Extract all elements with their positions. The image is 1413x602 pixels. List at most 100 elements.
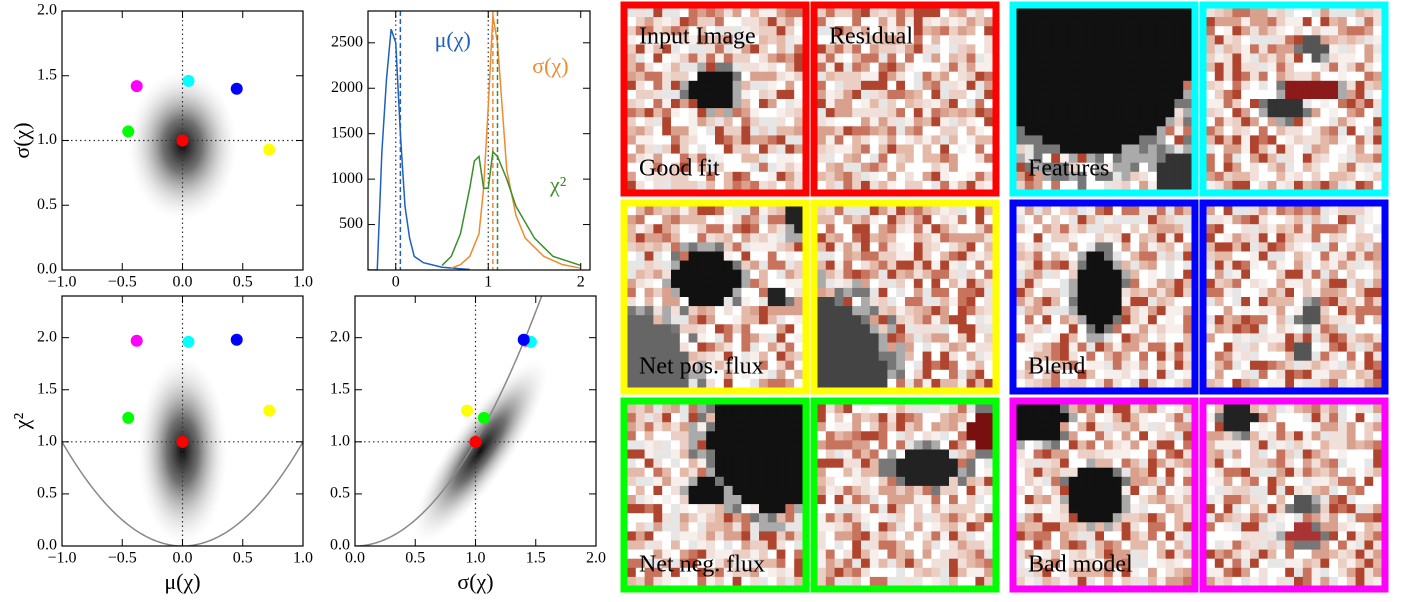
pixel — [1025, 577, 1034, 587]
pixel — [1276, 315, 1285, 325]
pixel — [1060, 404, 1069, 414]
pixel — [689, 206, 698, 216]
pixel — [1206, 126, 1215, 136]
pixel — [975, 26, 984, 36]
pixel — [689, 468, 698, 478]
pixel — [724, 224, 733, 234]
pixel — [923, 252, 932, 262]
pixel — [645, 422, 654, 432]
pixel — [1224, 288, 1233, 298]
pixel — [914, 333, 923, 343]
pixel — [870, 477, 879, 487]
pixel — [861, 108, 870, 118]
pixel — [949, 559, 958, 569]
pixel — [1130, 181, 1139, 191]
pixel — [887, 541, 896, 551]
pixel — [817, 315, 826, 325]
pixel — [1060, 315, 1069, 325]
pixel — [680, 90, 689, 100]
pixel — [940, 288, 949, 298]
pixel — [949, 215, 958, 225]
pixel — [733, 206, 742, 216]
pixel — [1122, 450, 1131, 460]
pixel — [1122, 154, 1131, 164]
pixel — [887, 468, 896, 478]
pixel — [1166, 145, 1175, 155]
pixel — [896, 54, 905, 64]
pixel — [1148, 154, 1157, 164]
pixel — [1025, 63, 1034, 73]
pixel — [627, 81, 636, 91]
pixel — [777, 477, 786, 487]
pixel — [671, 108, 680, 118]
pixel — [967, 343, 976, 353]
pixel — [1320, 306, 1329, 316]
pixel — [826, 324, 835, 334]
pixel — [1320, 206, 1329, 216]
pixel — [1259, 270, 1268, 280]
pixel — [1148, 379, 1157, 389]
pixel — [1347, 270, 1356, 280]
pixel — [1224, 163, 1233, 173]
pixel — [940, 44, 949, 54]
pixel — [697, 117, 706, 127]
pixel — [1224, 440, 1233, 450]
pixel — [826, 450, 835, 460]
pixel — [1206, 135, 1215, 145]
pixel — [1320, 513, 1329, 523]
pixel — [949, 261, 958, 271]
pixel — [949, 17, 958, 27]
pixel — [1095, 513, 1104, 523]
pixel — [1259, 206, 1268, 216]
pixel — [653, 522, 662, 532]
pixel — [1312, 486, 1321, 496]
pixel — [777, 206, 786, 216]
pixel — [879, 559, 888, 569]
pixel — [662, 270, 671, 280]
pixel — [724, 261, 733, 271]
pixel — [958, 459, 967, 469]
pixel — [835, 297, 844, 307]
pixel — [975, 206, 984, 216]
pixel — [1166, 270, 1175, 280]
pixel — [697, 379, 706, 389]
pixel — [1312, 559, 1321, 569]
pixel — [826, 486, 835, 496]
pixel — [1364, 54, 1373, 64]
pixel — [627, 135, 636, 145]
pixel — [870, 577, 879, 587]
pixel — [1276, 352, 1285, 362]
pixel — [826, 224, 835, 234]
pixel — [1224, 577, 1233, 587]
pixel — [715, 333, 724, 343]
pixel — [750, 215, 759, 225]
pixel — [923, 422, 932, 432]
pixel — [852, 270, 861, 280]
pixel — [777, 541, 786, 551]
pixel — [1051, 242, 1060, 252]
pixel — [1373, 550, 1382, 560]
pixel — [967, 495, 976, 505]
pixel — [724, 495, 733, 505]
pixel — [706, 486, 715, 496]
pixel — [1139, 440, 1148, 450]
pixel — [1016, 495, 1025, 505]
pixel — [1034, 343, 1043, 353]
pixel — [1078, 90, 1087, 100]
pixel — [1016, 54, 1025, 64]
pixel — [1034, 135, 1043, 145]
pixel — [984, 81, 993, 91]
pixel — [905, 224, 914, 234]
pixel — [940, 108, 949, 118]
pixel — [1356, 288, 1365, 298]
pixel — [1034, 315, 1043, 325]
pixel — [852, 477, 861, 487]
pixel — [958, 440, 967, 450]
pixel — [905, 450, 914, 460]
pixel — [1276, 495, 1285, 505]
pixel — [1139, 468, 1148, 478]
density — [393, 344, 568, 559]
pixel — [931, 8, 940, 18]
pixel — [1347, 370, 1356, 380]
pixel — [636, 413, 645, 423]
